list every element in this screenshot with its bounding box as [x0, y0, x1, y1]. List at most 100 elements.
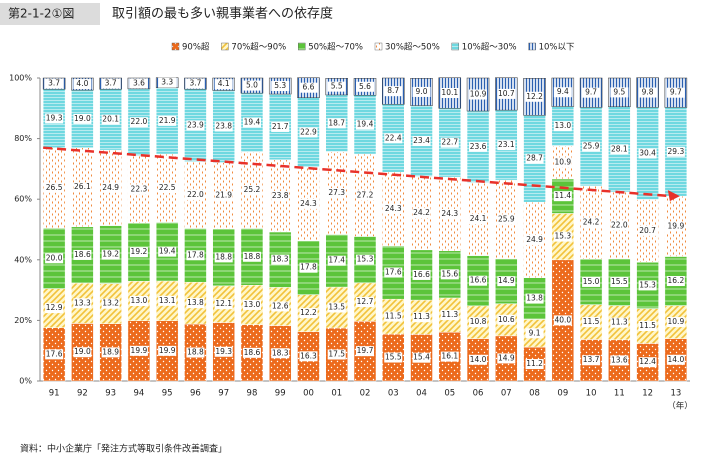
- value-label-bg: [158, 77, 177, 88]
- value-label-bg: [186, 298, 205, 309]
- value-label-bg: [525, 328, 544, 339]
- value-label-bg: [271, 254, 290, 265]
- chart-title: 取引額の最も多い親事業者への依存度: [112, 6, 333, 22]
- value-label-bg: [101, 114, 120, 125]
- value-label: 18.8: [244, 252, 261, 261]
- value-label: 5.3: [274, 81, 286, 90]
- value-label: 17.5: [328, 349, 345, 358]
- value-label-bg: [384, 133, 403, 144]
- value-label-bg: [582, 87, 601, 98]
- value-label-bg: [45, 303, 64, 314]
- value-label: 24.2: [583, 218, 600, 227]
- value-label-bg: [271, 121, 290, 132]
- value-label-bg: [497, 353, 516, 364]
- value-label: 25.9: [498, 214, 515, 223]
- value-label-bg: [73, 249, 92, 260]
- value-label-bg: [129, 184, 148, 195]
- value-label: 16.6: [470, 276, 487, 285]
- value-label-bg: [271, 301, 290, 312]
- value-label-bg: [582, 355, 601, 366]
- value-label: 5.6: [359, 82, 371, 91]
- value-label: 23.9: [187, 120, 204, 129]
- legend-label: 50%超～70%: [308, 42, 363, 53]
- value-label: 8.7: [387, 86, 399, 95]
- value-label: 9.4: [557, 87, 569, 96]
- value-label: 28.7: [526, 154, 543, 163]
- value-label: 18.8: [215, 252, 232, 261]
- value-label: 10.1: [441, 88, 458, 97]
- value-label: 11.3: [611, 318, 628, 327]
- value-label: 15.4: [413, 353, 430, 362]
- value-label-bg: [525, 91, 544, 102]
- value-label: 14.9: [498, 353, 515, 362]
- value-label-bg: [327, 255, 346, 266]
- value-label: 3.6: [133, 78, 145, 87]
- value-label: 10.9: [470, 90, 487, 99]
- value-label-bg: [299, 198, 318, 209]
- value-label: 5.0: [246, 81, 258, 90]
- value-label: 28.1: [611, 144, 628, 153]
- x-tick-label: 96: [190, 389, 201, 399]
- value-label-bg: [638, 148, 657, 159]
- value-label-bg: [214, 252, 233, 263]
- value-label: 27.3: [328, 188, 345, 197]
- value-label: 21.7: [272, 122, 289, 131]
- value-label: 22.5: [159, 183, 176, 192]
- value-label: 13.1: [159, 296, 176, 305]
- value-label-bg: [271, 81, 290, 92]
- value-label: 15.3: [639, 280, 656, 289]
- value-label: 40.0: [554, 315, 571, 324]
- value-label-bg: [469, 354, 488, 365]
- value-label-bg: [129, 78, 148, 89]
- value-label: 23.1: [498, 140, 515, 149]
- legend-label: 30%超～50%: [385, 42, 440, 53]
- value-label: 10.8: [470, 317, 487, 326]
- value-label: 20.0: [46, 253, 63, 262]
- value-label: 9.5: [613, 87, 625, 96]
- value-label-bg: [45, 113, 64, 124]
- value-label-bg: [582, 276, 601, 287]
- value-label: 13.5: [328, 303, 345, 312]
- value-label-bg: [440, 87, 459, 98]
- value-label: 10.7: [498, 89, 515, 98]
- value-label: 16.1: [441, 352, 458, 361]
- value-label-bg: [610, 220, 629, 231]
- value-label-bg: [440, 269, 459, 280]
- value-label: 3.7: [48, 79, 60, 88]
- value-label-bg: [129, 247, 148, 258]
- value-label-bg: [610, 87, 629, 98]
- value-label: 11.2: [526, 359, 543, 368]
- value-label-bg: [129, 296, 148, 307]
- value-label-bg: [327, 349, 346, 360]
- x-tick-label: 00: [303, 389, 314, 399]
- value-label: 13.6: [611, 355, 628, 364]
- value-label: 12.1: [215, 299, 232, 308]
- value-label-bg: [356, 346, 374, 357]
- value-label: 10.9: [554, 157, 571, 166]
- value-label: 15.6: [441, 269, 458, 278]
- value-label-bg: [553, 87, 572, 98]
- value-label-bg: [299, 308, 318, 319]
- value-label-bg: [158, 115, 177, 126]
- value-label: 30.4: [639, 148, 656, 157]
- value-label: 22.3: [131, 184, 148, 193]
- value-label-bg: [73, 79, 92, 90]
- legend-swatch: [451, 42, 459, 51]
- value-label: 19.0: [74, 347, 91, 356]
- value-label-bg: [242, 80, 261, 91]
- value-label: 9.8: [642, 88, 654, 97]
- y-tick-label: 40%: [14, 255, 32, 264]
- x-tick-label: 93: [105, 389, 116, 399]
- value-label: 18.9: [102, 347, 119, 356]
- value-label: 21.9: [159, 116, 176, 125]
- value-label-bg: [440, 310, 459, 321]
- value-label-bg: [638, 87, 657, 98]
- x-tick-label: 10: [586, 389, 597, 399]
- value-label-bg: [158, 295, 177, 306]
- value-label: 4.0: [76, 79, 88, 88]
- value-label-bg: [158, 246, 177, 257]
- value-label-bg: [666, 317, 685, 328]
- y-tick-label: 100%: [9, 74, 32, 83]
- value-label-bg: [384, 267, 403, 278]
- value-label: 18.3: [272, 348, 289, 357]
